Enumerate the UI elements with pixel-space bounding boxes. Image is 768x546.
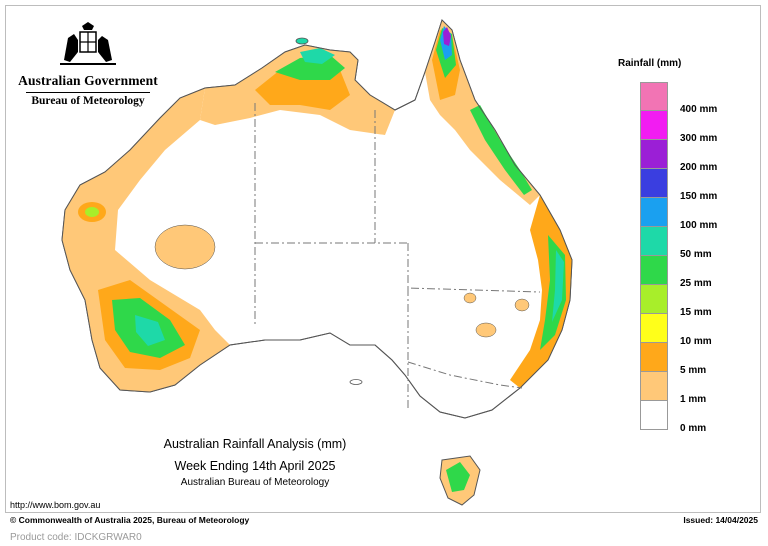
map-title: Australian Rainfall Analysis (mm): [163, 437, 347, 451]
legend-label: 150 mm: [680, 191, 718, 202]
legend-label: 200 mm: [680, 162, 718, 173]
legend-label: 50 mm: [680, 249, 712, 260]
legend-label: 10 mm: [680, 336, 712, 347]
rain-cell-inland-nsw: [475, 322, 497, 338]
legend-swatch: [640, 285, 668, 314]
legend-swatch: [640, 314, 668, 343]
legend-label: 1 mm: [680, 394, 707, 405]
legend-swatch: [640, 401, 668, 430]
legend-label: 300 mm: [680, 133, 718, 144]
coastline: [61, 19, 573, 419]
legend-swatch: [640, 343, 668, 372]
kangaroo-island: [349, 379, 363, 385]
legend-label: 5 mm: [680, 365, 707, 376]
agency-logo: Australian Government Bureau of Meteorol…: [18, 22, 158, 107]
website-link[interactable]: http://www.bom.gov.au: [10, 500, 101, 510]
very-heavy-rain-top-end: [300, 48, 335, 64]
legend-title: Rainfall (mm): [618, 58, 682, 69]
legend-swatch: [640, 227, 668, 256]
heavy-rain-top-end: [275, 55, 345, 80]
product-code: Product code: IDCKGRWAR0: [10, 532, 142, 543]
extreme-rain-cape-york: [443, 27, 451, 46]
state-borders: [254, 103, 541, 410]
legend-label: 100 mm: [680, 220, 718, 231]
rain-area-nsw-coast: [510, 195, 572, 388]
rain-cell-inland-nsw-3: [514, 298, 530, 312]
legend-swatch: [640, 169, 668, 198]
rain-cell-inland-nsw-2: [463, 292, 477, 304]
legend-swatch: [640, 140, 668, 169]
legend-swatch: [640, 111, 668, 140]
legend-swatch: [640, 198, 668, 227]
legend-label: 15 mm: [680, 307, 712, 318]
copyright-text: © Commonwealth of Australia 2025, Bureau…: [10, 515, 250, 525]
border-nsw-vic: [407, 361, 523, 389]
agency-name: Bureau of Meteorology: [26, 92, 150, 107]
issued-date: Issued: 14/04/2025: [683, 515, 758, 525]
very-heavy-rain-nsw-coast: [552, 250, 564, 322]
map-period: Week Ending 14th April 2025: [174, 459, 336, 473]
coat-of-arms-icon: [60, 22, 116, 65]
heavy-rain-qld-coast: [470, 105, 532, 195]
heavy-rain-tasmania: [446, 462, 470, 492]
legend-label: 400 mm: [680, 104, 718, 115]
melville-island: [295, 37, 309, 45]
map-source: Australian Bureau of Meteorology: [180, 477, 330, 488]
legend-swatch: [640, 256, 668, 285]
rain-cell-pilbara-core: [85, 207, 99, 217]
legend-label: 25 mm: [680, 278, 712, 289]
rain-cell-interior: [154, 224, 216, 270]
legend-swatch: [640, 82, 668, 111]
legend-label: 0 mm: [680, 423, 707, 434]
legend-swatch: [640, 372, 668, 401]
very-heavy-rain-southwest: [135, 315, 165, 346]
org-name: Australian Government: [18, 73, 158, 88]
